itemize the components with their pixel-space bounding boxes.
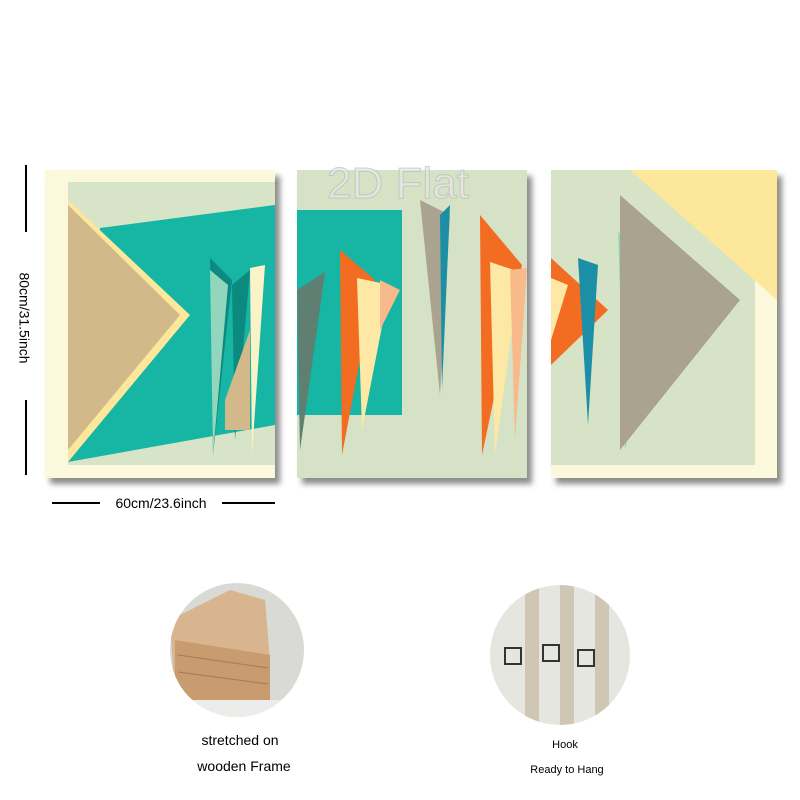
canvas-panel-2 xyxy=(297,170,527,478)
canvas-panel-3 xyxy=(551,170,777,478)
hook-photo xyxy=(490,585,630,725)
feature-line: wooden Frame xyxy=(196,758,291,774)
height-label: 80cm/31.5inch xyxy=(16,272,32,363)
frame-photo xyxy=(170,583,304,717)
height-indicator: 80cm/31.5inch xyxy=(16,165,32,475)
width-indicator: 60cm/23.6inch xyxy=(52,495,275,511)
feature-line: Ready to Hang xyxy=(530,764,603,776)
watermark: 2D Flat xyxy=(327,159,469,208)
feature-line: stretched on xyxy=(201,732,278,748)
width-label: 60cm/23.6inch xyxy=(115,495,206,511)
feature-line: Hook xyxy=(552,739,578,751)
canvas-panel-1 xyxy=(45,170,275,478)
